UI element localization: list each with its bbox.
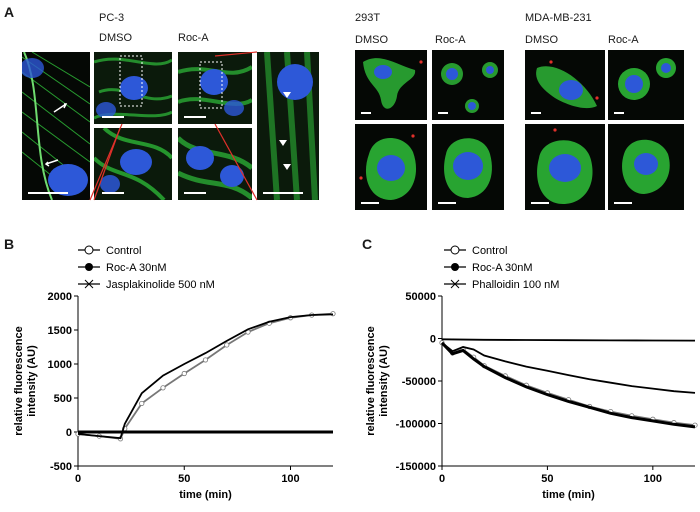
y-tick-label: -150000 (396, 461, 436, 473)
scale-bar (531, 112, 541, 114)
scale-bar (184, 116, 206, 118)
scale-bar (438, 202, 456, 204)
scale-bar (263, 192, 303, 194)
y-tick-label: 1500 (48, 325, 72, 337)
chart-c: -150000 -100000 -50000 0 50000 0 50 100 time (mi… (365, 245, 698, 501)
series-line (441, 338, 696, 342)
y-tick-label: -100000 (396, 419, 436, 431)
data-point (202, 357, 209, 363)
scale-bar (102, 192, 124, 194)
y-tick-label: 2000 (48, 291, 72, 303)
y-axis-label: intensity (AU) (378, 345, 390, 417)
pc3-roca-top-image (178, 52, 252, 124)
x-axis-label: time (min) (542, 489, 595, 501)
legend-label: Control (106, 245, 141, 257)
legend-label: Roc-A 30nM (106, 262, 167, 274)
293t-dmso-top-image (355, 50, 427, 120)
mda-label: MDA-MB-231 (525, 12, 592, 24)
scale-bar (28, 192, 68, 194)
pc3-roca-zoom-image (257, 52, 319, 200)
series-line (441, 342, 696, 394)
x-tick-label: 0 (75, 473, 81, 485)
legend-label: Roc-A 30nM (472, 262, 533, 274)
y-axis-label: relative fluorescence (365, 326, 377, 435)
mda-dmso-top-image (525, 50, 605, 120)
legend-label: Control (472, 245, 507, 257)
y-tick-label: 1000 (48, 359, 72, 371)
zoom-lines (89, 51, 258, 201)
legend-label: Phalloidin 100 nM (472, 279, 559, 291)
series-line (440, 341, 696, 429)
scale-bar (361, 112, 371, 114)
293t-dmso-bottom-image (355, 124, 427, 210)
x-tick-label: 100 (644, 473, 662, 485)
scale-bar (531, 202, 549, 204)
pc3-dmso-zoom-image (22, 52, 90, 200)
series-line (77, 313, 334, 440)
legend-label: Jasplakinolide 500 nM (106, 279, 215, 291)
y-tick-label: 500 (54, 393, 72, 405)
y-tick-label: -500 (50, 461, 72, 473)
legend-marker (84, 279, 94, 289)
data-point (139, 400, 145, 407)
data-point (224, 342, 230, 348)
293t-roca-label: Roc-A (435, 34, 466, 46)
x-tick-label: 100 (281, 473, 299, 485)
data-point (181, 370, 187, 377)
scale-bar (614, 202, 632, 204)
data-point (160, 385, 166, 391)
mda-roca-label: Roc-A (608, 34, 639, 46)
y-axis-label: relative fluorescence (13, 326, 25, 435)
series-line (77, 312, 334, 440)
x-tick-label: 50 (541, 473, 553, 485)
mda-roca-top-image (608, 50, 684, 120)
panel-a-letter: A (4, 4, 15, 20)
scale-bar (438, 112, 448, 114)
x-axis-label: time (min) (179, 489, 232, 501)
panel-c-letter: C (362, 236, 373, 252)
pc3-label: PC-3 (99, 12, 125, 24)
y-tick-label: 0 (430, 334, 436, 346)
mda-dmso-label: DMSO (525, 34, 558, 46)
pc3-roca-bottom-image (178, 128, 252, 200)
scale-bar (361, 202, 379, 204)
293t-roca-bottom-image (432, 124, 504, 210)
293t-roca-top-image (432, 50, 504, 120)
scale-bar (184, 192, 206, 194)
legend-marker (85, 263, 93, 271)
legend-marker (450, 245, 460, 255)
y-tick-label: 50000 (405, 291, 436, 303)
legend-marker (451, 263, 459, 271)
legend-marker (450, 279, 460, 289)
pc3-dmso-label: DMSO (99, 32, 132, 44)
scale-bar (614, 112, 624, 114)
pc3-roca-label: Roc-A (178, 32, 209, 44)
legend-marker (84, 245, 94, 255)
y-axis-label: intensity (AU) (26, 345, 38, 417)
y-tick-label: 0 (66, 427, 72, 439)
panel-b-letter: B (4, 236, 15, 252)
pc3-dmso-top-image (94, 52, 172, 124)
mda-dmso-bottom-image (525, 124, 605, 210)
scale-bar (102, 116, 124, 118)
x-tick-label: 0 (439, 473, 445, 485)
x-tick-label: 50 (178, 473, 190, 485)
293t-dmso-label: DMSO (355, 34, 388, 46)
293t-label: 293T (355, 12, 381, 24)
series-line (441, 342, 696, 427)
y-tick-label: -50000 (402, 376, 436, 388)
mda-roca-bottom-image (608, 124, 684, 210)
